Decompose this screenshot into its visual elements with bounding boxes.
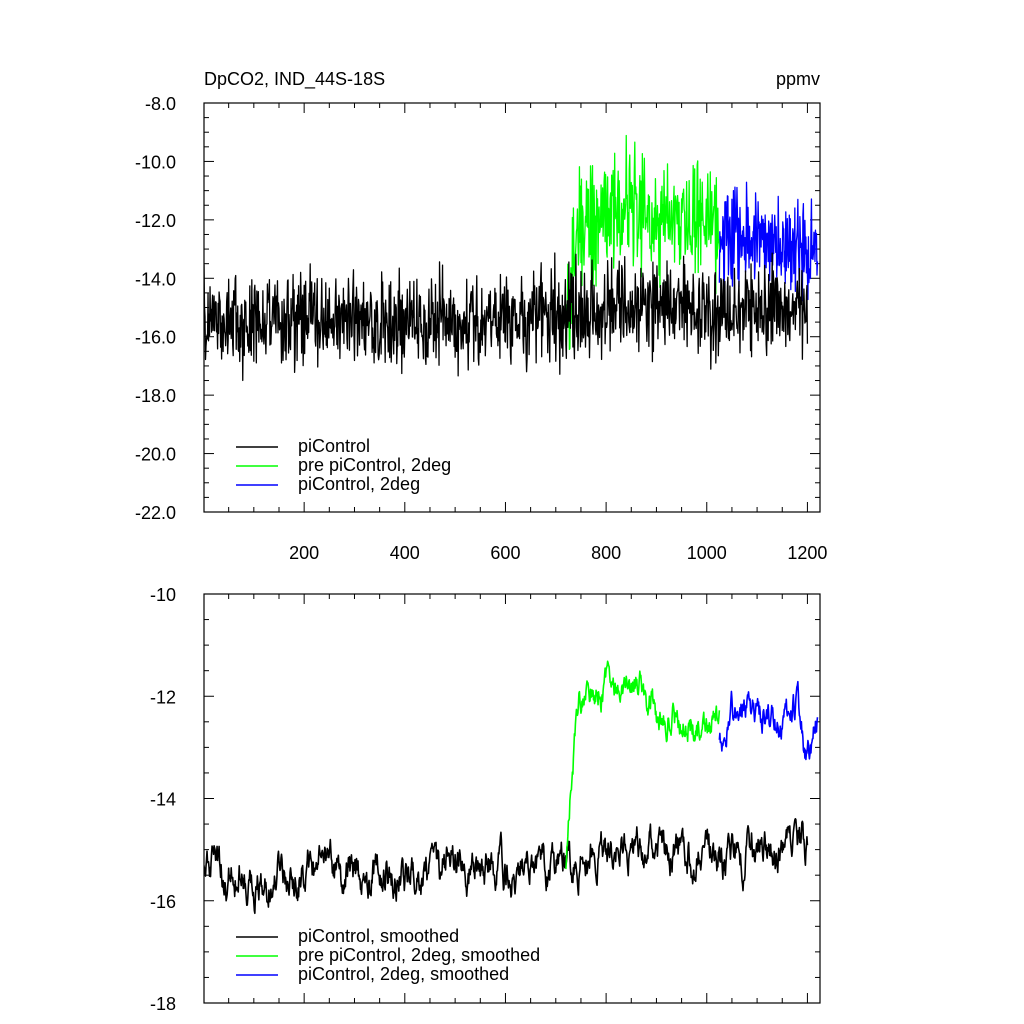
x-tick-label: 1000 [687, 543, 727, 563]
y-tick-label: -14 [150, 790, 176, 810]
y-tick-label: -14.0 [135, 269, 176, 289]
chart-title: DpCO2, IND_44S-18S [204, 69, 385, 90]
units-label: ppmv [776, 69, 820, 89]
series-line-3 [718, 181, 819, 302]
legend-label: pre piControl, 2deg, smoothed [298, 945, 540, 965]
x-tick-label: 1200 [787, 543, 827, 563]
y-tick-label: -12.0 [135, 211, 176, 231]
axis-ticks-top: -22.0 -20.0 -18.0 -16.0 -14.0 -12.0 -10.0 -8.0 2… [135, 94, 827, 563]
series-line-3 [718, 680, 819, 761]
series-line-2 [565, 660, 721, 870]
x-tick-label: 400 [390, 543, 420, 563]
series-line-1 [204, 817, 809, 915]
y-tick-label: -8.0 [145, 94, 176, 114]
y-tick-label: -22.0 [135, 503, 176, 523]
y-tick-label: -10 [150, 585, 176, 605]
legend-label: piControl [298, 436, 370, 456]
series-line-1 [204, 252, 809, 382]
y-tick-label: -18.0 [135, 386, 176, 406]
x-tick-label: 600 [490, 543, 520, 563]
axis-ticks-bottom: -18 -16 -14 -12 -10 [150, 585, 820, 1014]
top-panel: DpCO2, IND_44S-18S ppmv -22.0-20.0-18.0-… [135, 69, 827, 563]
y-tick-label: -20.0 [135, 445, 176, 465]
y-tick-label: -16 [150, 892, 176, 912]
y-tick-label: -12 [150, 687, 176, 707]
x-tick-label: 200 [289, 543, 319, 563]
y-tick-label: -18 [150, 994, 176, 1014]
legend-label: piControl, smoothed [298, 926, 459, 946]
y-tick-label: -10.0 [135, 152, 176, 172]
legend-label: piControl, 2deg, smoothed [298, 964, 509, 984]
legend-label: pre piControl, 2deg [298, 455, 451, 475]
plot-frame-bottom [203, 593, 821, 1004]
x-tick-label: 800 [591, 543, 621, 563]
plot-frame-top [203, 102, 821, 513]
series-lines-bottom [204, 660, 819, 915]
y-tick-label: -16.0 [135, 328, 176, 348]
series-lines-top [204, 134, 819, 382]
legend-label: piControl, 2deg [298, 474, 420, 494]
